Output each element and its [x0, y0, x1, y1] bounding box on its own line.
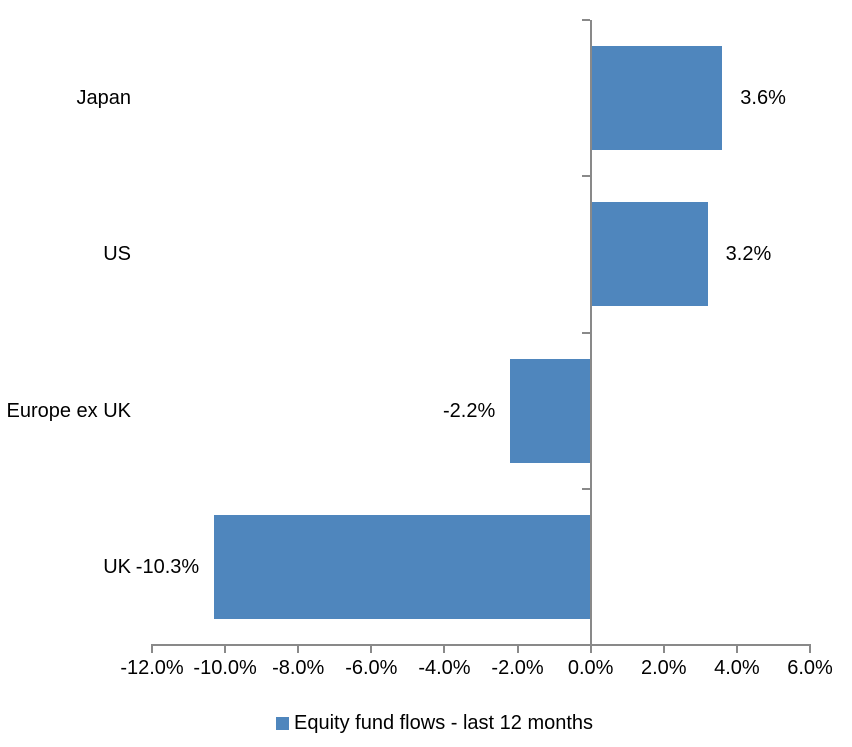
category-axis-tick — [581, 487, 590, 490]
x-tick-label: -2.0% — [491, 657, 544, 679]
value-label-us: 3.2% — [725, 243, 772, 266]
category-axis-tick — [581, 19, 590, 21]
x-tick-label: 6.0% — [787, 657, 833, 679]
x-axis-tick — [516, 646, 519, 653]
value-label-uk: -10.3% — [135, 555, 200, 578]
x-tick-label: 4.0% — [714, 657, 760, 679]
x-tick-label: -12.0% — [120, 657, 184, 679]
x-tick-label: -6.0% — [345, 657, 398, 679]
category-axis-tick — [581, 175, 590, 178]
x-axis-line — [151, 644, 811, 646]
x-tick-label: 0.0% — [567, 657, 614, 679]
bar-japan — [590, 46, 723, 151]
x-axis-tick — [297, 646, 300, 653]
x-axis-tick — [809, 646, 811, 653]
x-tick-label: -10.0% — [193, 657, 257, 679]
category-label-us: US — [103, 243, 131, 266]
x-tick-label: -4.0% — [418, 657, 471, 679]
legend: Equity fund flows - last 12 months — [276, 711, 593, 735]
bar-uk — [214, 514, 591, 619]
x-axis-tick — [151, 646, 153, 653]
x-axis-tick — [662, 646, 665, 653]
value-label-europe-ex-uk: -2.2% — [443, 399, 496, 422]
category-axis-tick — [581, 331, 590, 334]
value-label-japan: 3.6% — [740, 87, 786, 110]
category-axis-tick — [581, 644, 590, 646]
x-tick-label: 2.0% — [640, 657, 687, 679]
bar-europe-ex-uk — [510, 358, 591, 463]
x-axis-tick — [443, 646, 446, 653]
x-axis-tick — [370, 646, 373, 653]
x-axis-tick — [735, 646, 738, 653]
zero-axis-line — [589, 20, 592, 653]
legend-square-icon — [276, 716, 289, 730]
x-tick-label: -8.0% — [272, 657, 325, 679]
legend-label: Equity fund flows - last 12 months — [294, 712, 594, 734]
category-label-uk: UK — [103, 555, 131, 578]
bar-us — [590, 202, 708, 307]
category-label-japan: Japan — [76, 87, 132, 110]
x-axis-tick — [224, 646, 227, 653]
category-label-europe-ex-uk: Europe ex UK — [6, 399, 131, 422]
